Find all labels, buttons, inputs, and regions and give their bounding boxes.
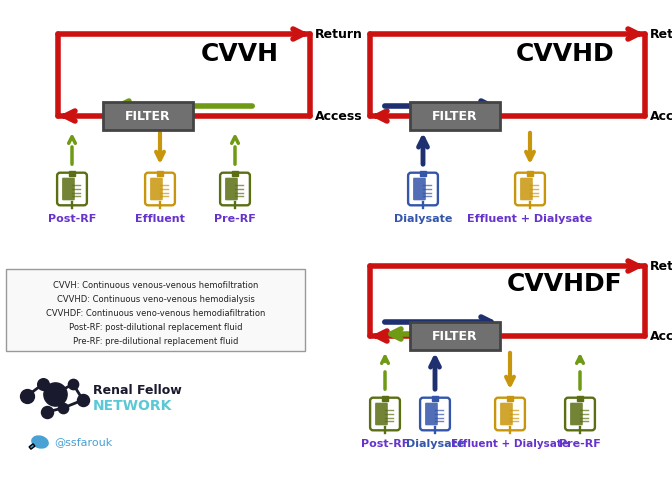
Text: FILTER: FILTER: [125, 109, 171, 122]
Bar: [157, 170, 163, 176]
FancyBboxPatch shape: [145, 173, 175, 205]
Bar: [69, 170, 75, 176]
Text: Effluent: Effluent: [135, 214, 185, 224]
Text: Pre-RF: Pre-RF: [214, 214, 256, 224]
FancyBboxPatch shape: [515, 173, 545, 205]
FancyBboxPatch shape: [520, 178, 533, 200]
FancyBboxPatch shape: [103, 102, 193, 130]
Text: Pre-RF: Pre-RF: [559, 439, 601, 449]
Text: FILTER: FILTER: [432, 330, 478, 343]
Text: Post-RF: Post-RF: [48, 214, 96, 224]
FancyBboxPatch shape: [375, 403, 388, 425]
Text: CVVHD: CVVHD: [515, 42, 614, 66]
Bar: [577, 396, 583, 401]
FancyBboxPatch shape: [425, 403, 438, 425]
Text: Effluent + Dialysate: Effluent + Dialysate: [467, 214, 593, 224]
FancyBboxPatch shape: [500, 403, 513, 425]
FancyBboxPatch shape: [57, 173, 87, 205]
Bar: [527, 170, 533, 176]
Text: CVVHDF: Continuous veno-venous hemodiafiltration: CVVHDF: Continuous veno-venous hemodiafi…: [46, 309, 265, 318]
FancyBboxPatch shape: [565, 398, 595, 430]
Text: CVVHD: Continuous veno-venous hemodialysis: CVVHD: Continuous veno-venous hemodialys…: [56, 295, 255, 304]
FancyBboxPatch shape: [413, 178, 426, 200]
FancyBboxPatch shape: [570, 403, 583, 425]
Text: Renal Fellow: Renal Fellow: [93, 384, 181, 397]
Point: [22, 392, 32, 400]
Text: NETWORK: NETWORK: [93, 399, 173, 413]
FancyBboxPatch shape: [150, 178, 163, 200]
Text: @ssfarouk: @ssfarouk: [54, 437, 112, 447]
FancyBboxPatch shape: [370, 398, 400, 430]
Bar: [382, 396, 388, 401]
Ellipse shape: [31, 435, 49, 449]
Bar: [432, 396, 438, 401]
Text: Return: Return: [315, 28, 363, 40]
Text: Dialysate: Dialysate: [406, 439, 464, 449]
Text: Access: Access: [315, 109, 363, 122]
Point: [58, 404, 69, 412]
Text: Dialysate: Dialysate: [394, 214, 452, 224]
Text: CVVH: CVVH: [201, 42, 279, 66]
Point: [38, 380, 48, 388]
Point: [78, 396, 89, 404]
FancyBboxPatch shape: [420, 398, 450, 430]
Point: [68, 380, 79, 388]
Text: Access: Access: [650, 109, 672, 122]
Text: Post-RF: post-dilutional replacement fluid: Post-RF: post-dilutional replacement flu…: [69, 323, 242, 332]
Text: Effluent + Dialysate: Effluent + Dialysate: [451, 439, 569, 449]
Point: [50, 390, 60, 398]
FancyBboxPatch shape: [495, 398, 525, 430]
Bar: [420, 170, 426, 176]
FancyBboxPatch shape: [62, 178, 75, 200]
Text: Return: Return: [650, 260, 672, 273]
Text: Access: Access: [650, 330, 672, 343]
Text: CVVH: Continuous venous-venous hemofiltration: CVVH: Continuous venous-venous hemofiltr…: [53, 281, 258, 290]
Text: Return: Return: [650, 28, 672, 40]
Bar: [507, 396, 513, 401]
Bar: [232, 170, 238, 176]
FancyBboxPatch shape: [6, 269, 305, 351]
FancyArrow shape: [29, 444, 35, 449]
FancyBboxPatch shape: [410, 102, 500, 130]
FancyBboxPatch shape: [220, 173, 250, 205]
Text: CVVHDF: CVVHDF: [507, 272, 623, 296]
Text: FILTER: FILTER: [432, 109, 478, 122]
FancyBboxPatch shape: [225, 178, 238, 200]
Point: [42, 408, 52, 416]
FancyBboxPatch shape: [410, 322, 500, 350]
FancyBboxPatch shape: [408, 173, 438, 205]
Text: Pre-RF: pre-dilutional replacement fluid: Pre-RF: pre-dilutional replacement fluid: [73, 337, 238, 346]
Text: Post-RF: Post-RF: [361, 439, 409, 449]
